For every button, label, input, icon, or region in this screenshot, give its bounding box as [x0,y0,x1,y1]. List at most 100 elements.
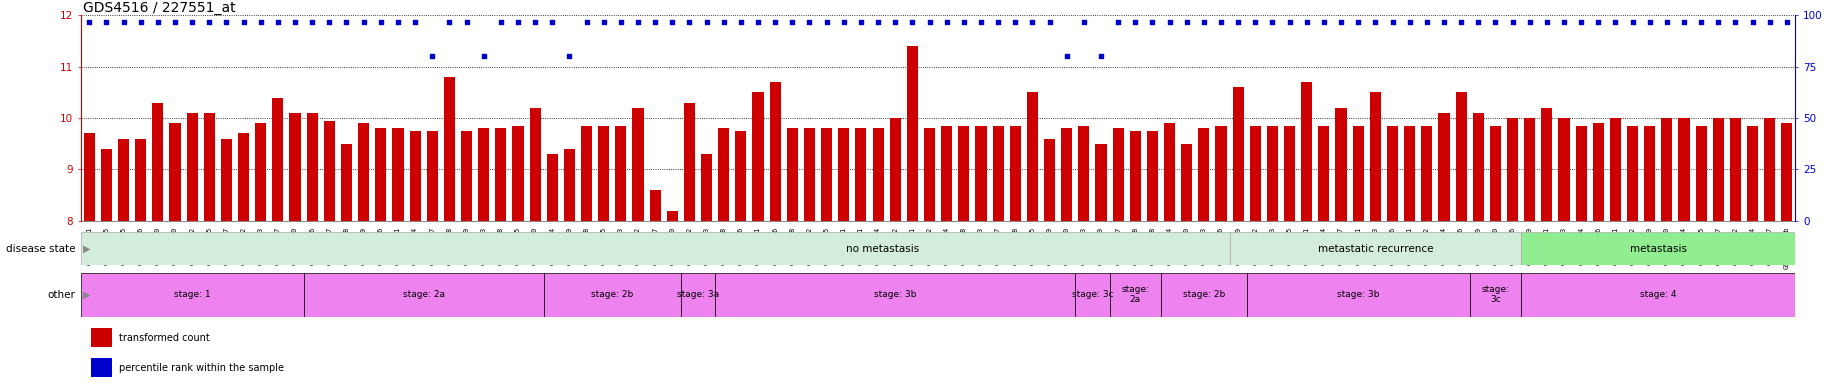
Bar [1011,126,1022,221]
Text: stage: 1: stage: 1 [174,290,211,299]
Point [451,18,481,25]
Bar [957,126,970,221]
Bar [1508,118,1519,221]
Bar [906,46,919,221]
Point [1053,53,1082,60]
Text: stage: 3c: stage: 3c [1071,290,1113,299]
Bar [409,131,420,221]
Bar [1575,126,1586,221]
Point [554,53,583,60]
Point [1531,18,1561,25]
Bar [1748,126,1759,221]
Bar [220,139,233,221]
Point [1498,18,1528,25]
Bar [719,128,730,221]
Bar [169,123,180,221]
Point [932,18,961,25]
Text: stage:
3c: stage: 3c [1482,285,1509,305]
Point [537,18,567,25]
Bar [941,126,952,221]
Point [1755,18,1784,25]
Point [1258,18,1287,25]
Point [726,18,756,25]
Bar [1469,273,1520,317]
Bar [838,128,849,221]
Bar [1678,118,1689,221]
Bar [1130,131,1141,221]
Bar [1370,93,1381,221]
Point [281,18,310,25]
Point [915,18,945,25]
Point [812,18,842,25]
Bar [680,273,715,317]
Bar [614,126,627,221]
Point [1601,18,1630,25]
Point [897,18,926,25]
Bar [341,144,352,221]
Point [1188,18,1218,25]
Bar [752,93,763,221]
Bar [92,328,112,347]
Point [950,18,979,25]
Point [1034,18,1064,25]
Point [143,18,172,25]
Text: transformed count: transformed count [119,333,209,343]
Text: stage: 2b: stage: 2b [1183,290,1225,299]
Point [1447,18,1476,25]
Point [1652,18,1682,25]
Point [1480,18,1509,25]
Point [246,18,275,25]
Point [967,18,996,25]
Point [691,18,721,25]
Point [503,18,532,25]
Point [1687,18,1717,25]
Bar [325,121,336,221]
Point [1309,18,1339,25]
Text: stage: 3b: stage: 3b [875,290,917,299]
Bar [92,359,112,377]
Point [486,18,515,25]
Point [1720,18,1750,25]
Point [983,18,1012,25]
Point [658,18,688,25]
Text: metastasis: metastasis [1630,243,1687,254]
Bar [1181,144,1192,221]
Bar [822,128,833,221]
Bar [1729,118,1740,221]
Point [1240,18,1269,25]
Point [1361,18,1390,25]
Bar [1319,126,1330,221]
Bar [1713,118,1724,221]
Bar [701,154,712,221]
Bar [512,126,523,221]
Point [108,18,138,25]
Text: stage:
2a: stage: 2a [1121,285,1150,305]
Text: stage: 2a: stage: 2a [403,290,444,299]
Point [589,18,618,25]
Bar [136,139,147,221]
Bar [1229,232,1520,265]
Bar [855,128,866,221]
Bar [1161,273,1247,317]
Bar [204,113,215,221]
Bar [1541,108,1552,221]
Bar [715,273,1075,317]
Text: GDS4516 / 227551_at: GDS4516 / 227551_at [83,1,235,15]
Bar [787,128,798,221]
Bar [1062,128,1073,221]
Bar [668,210,679,221]
Point [1464,18,1493,25]
Bar [495,128,506,221]
Point [1412,18,1442,25]
Bar [1146,131,1157,221]
Bar [304,273,543,317]
Text: stage: 4: stage: 4 [1640,290,1676,299]
Point [1155,18,1185,25]
Bar [1520,232,1795,265]
Point [470,53,499,60]
Point [1772,18,1801,25]
Bar [924,128,935,221]
Text: no metastasis: no metastasis [845,243,919,254]
Point [880,18,910,25]
Point [572,18,602,25]
